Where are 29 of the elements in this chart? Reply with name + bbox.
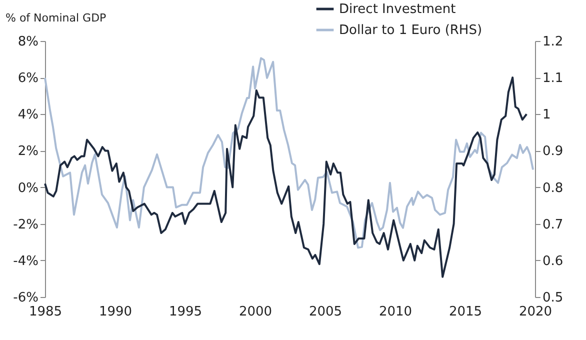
x-tick-label: 2000	[238, 304, 272, 320]
x-tick-label: 2020	[518, 304, 552, 320]
x-tick-label: 1995	[168, 304, 202, 320]
y-axis-title: % of Nominal GDP	[6, 12, 107, 24]
y-tick-label: -2%	[13, 217, 38, 232]
y-tick-label: -6%	[13, 290, 38, 306]
x-tick-label: 2005	[308, 304, 342, 320]
y2-tick-label: 1.2	[542, 34, 564, 50]
y-tick-label: 8%	[18, 34, 38, 50]
y-tick-label: 6%	[18, 71, 38, 86]
y2-tick-label: 0.9	[542, 144, 564, 160]
y-tick-label: 0%	[18, 180, 38, 196]
y2-tick-label: 1.1	[542, 71, 564, 86]
x-tick-label: 1985	[28, 304, 62, 320]
x-tick-label: 1990	[98, 304, 132, 320]
line-series	[44, 76, 528, 278]
y2-tick-label: 0.7	[542, 217, 564, 232]
x-tick-label: 2015	[448, 304, 482, 320]
y-tick-label: 4%	[18, 108, 38, 123]
y2-tick-label: 0.6	[542, 254, 564, 269]
x-tick-label: 2010	[378, 304, 412, 320]
y2-tick-label: 1	[542, 108, 551, 123]
legend-label: Dollar to 1 Euro (RHS)	[339, 23, 482, 38]
y-tick-label: 2%	[18, 144, 38, 160]
y-tick-label: -4%	[13, 254, 38, 269]
y2-tick-label: 0.5	[542, 290, 564, 306]
line-series	[44, 57, 534, 249]
y2-tick-label: 0.8	[542, 180, 564, 196]
legend-label: Direct Investment	[339, 2, 456, 17]
